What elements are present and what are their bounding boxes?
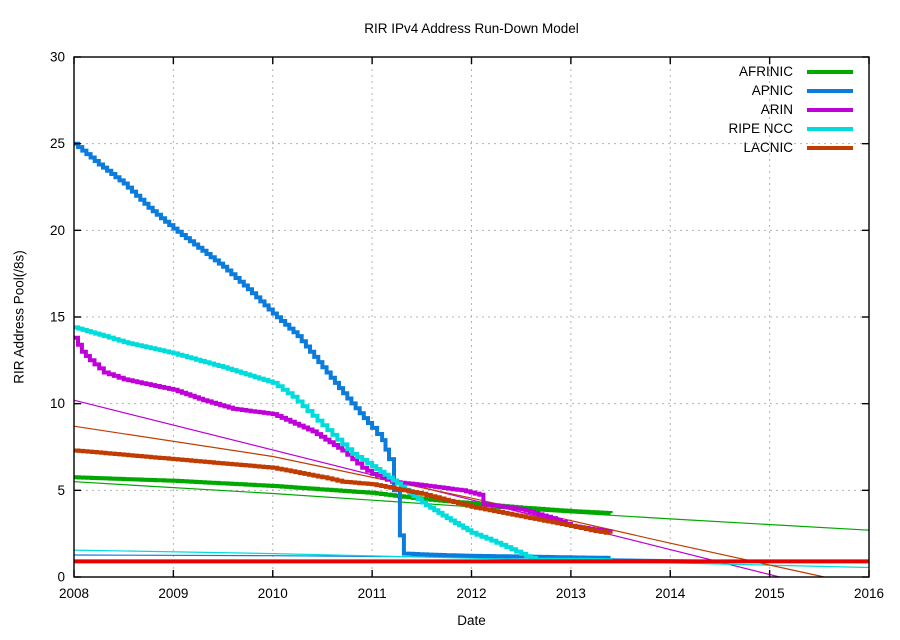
legend-item-afrinic: AFRINIC	[728, 62, 853, 81]
y-tick-label: 0	[57, 570, 65, 585]
y-tick-label: 20	[50, 223, 65, 238]
x-tick-label: 2012	[456, 586, 486, 601]
series-arin-line	[74, 335, 613, 534]
x-tick-label: 2016	[854, 586, 884, 601]
chart-title: RIR IPv4 Address Run-Down Model	[364, 21, 579, 36]
legend-label: AFRINIC	[739, 64, 793, 79]
x-axis-title: Date	[457, 613, 486, 628]
legend-label: APNIC	[751, 83, 793, 98]
legend: AFRINIC APNIC ARIN RIPE NCC LACNIC	[728, 62, 853, 157]
legend-item-apnic: APNIC	[728, 81, 853, 100]
y-tick-label: 10	[50, 396, 65, 411]
x-tick-label: 2009	[158, 586, 188, 601]
y-tick-label: 30	[50, 50, 65, 65]
legend-item-arin: ARIN	[728, 100, 853, 119]
x-tick-label: 2011	[358, 586, 387, 601]
legend-swatch	[807, 126, 853, 131]
series-lacnic-model-line	[73, 425, 825, 578]
y-tick-label: 25	[50, 136, 65, 151]
legend-label: LACNIC	[743, 140, 793, 155]
legend-label: ARIN	[760, 102, 793, 117]
legend-swatch	[807, 69, 853, 74]
series-apnic-line	[74, 141, 611, 560]
legend-label: RIPE NCC	[728, 121, 793, 136]
x-tick-label: 2008	[59, 586, 89, 601]
series-ripe-ncc-line	[74, 325, 613, 563]
legend-item-lacnic: LACNIC	[728, 138, 853, 157]
series-lacnic-line	[74, 448, 613, 535]
legend-swatch	[807, 107, 853, 112]
legend-swatch	[807, 88, 853, 93]
y-axis-title: RIR Address Pool(/8s)	[11, 250, 27, 384]
x-tick-label: 2010	[258, 586, 288, 601]
y-tick-label: 5	[57, 483, 65, 498]
x-tick-label: 2013	[556, 586, 586, 601]
series-ripe-model-line	[73, 549, 870, 569]
x-tick-label: 2014	[655, 586, 686, 601]
x-tick-label: 2015	[755, 586, 785, 601]
y-tick-label: 15	[50, 310, 65, 325]
legend-swatch	[807, 145, 853, 150]
legend-item-ripe-ncc: RIPE NCC	[728, 119, 853, 138]
